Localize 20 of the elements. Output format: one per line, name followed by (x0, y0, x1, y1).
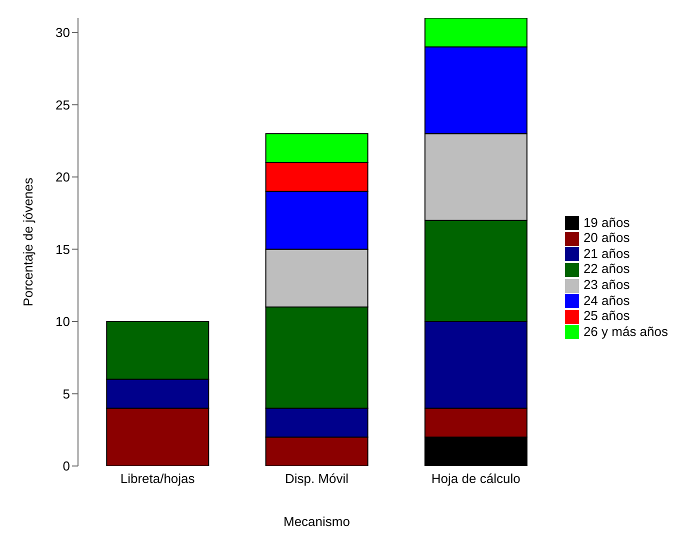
y-tick-label: 10 (56, 314, 70, 330)
legend-label: 24 años (583, 292, 630, 308)
x-tick-label: Hoja de cálculo (431, 471, 520, 486)
legend-label: 23 años (583, 277, 630, 292)
legend-label: 26 y más años (583, 324, 668, 339)
y-tick-label: 15 (56, 242, 70, 257)
legend-label: 25 años (583, 308, 630, 324)
x-axis-title: Mecanismo (283, 514, 350, 529)
y-tick-label: 0 (62, 458, 70, 474)
legend-label: 20 años (583, 230, 630, 246)
y-axis-title: Porcentaje de jóvenes (20, 177, 36, 306)
legend-label: 19 años (583, 214, 630, 230)
legend-label: 21 años (583, 246, 630, 261)
legend-label: 22 años (583, 261, 630, 276)
x-tick-label: Disp. Móvil (284, 471, 349, 486)
y-tick-label: 25 (56, 97, 70, 112)
x-tick-label: Libreta/hojas (120, 471, 196, 486)
y-tick-label: 5 (62, 386, 70, 402)
y-tick-label: 30 (56, 25, 70, 40)
y-tick-label: 20 (56, 170, 70, 185)
